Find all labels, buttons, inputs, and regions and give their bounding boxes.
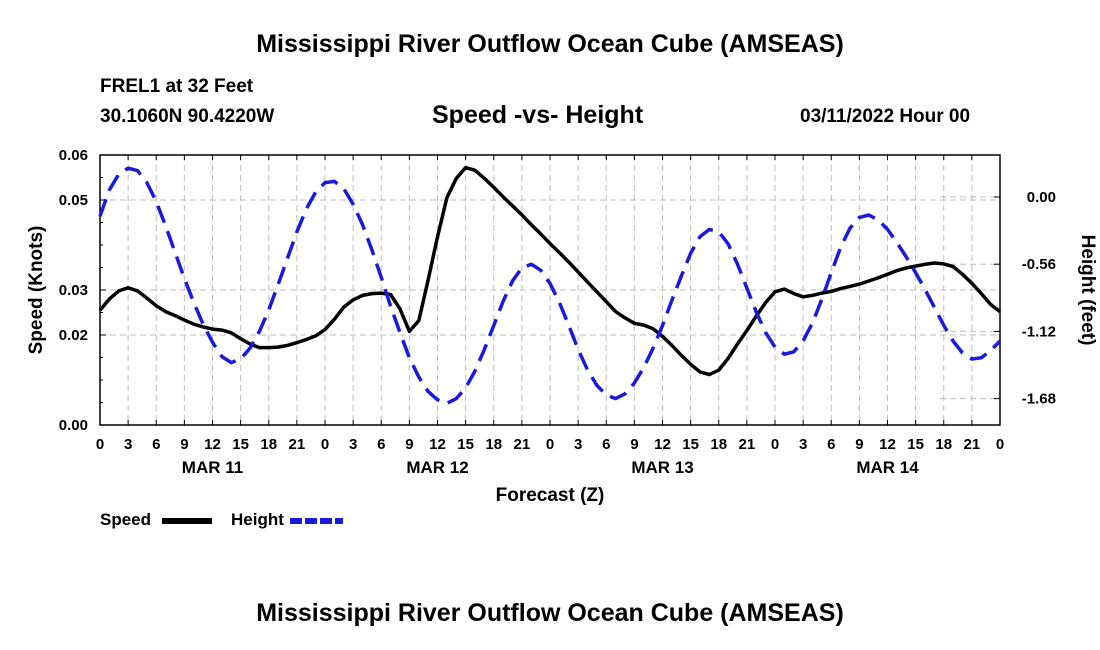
- chart-main-title: Mississippi River Outflow Ocean Cube (AM…: [256, 30, 844, 58]
- axis-labels: 0 3 6 9 12 15 18 21 0 3 6 9 12 15 18 21 0 3 6 9 12 15 18 21 0 3 6 9…: [26, 147, 1098, 506]
- x-tick-label: 18: [485, 436, 502, 453]
- x-tick-label: 9: [180, 436, 188, 453]
- y2-axis-title: Height (feet): [1077, 235, 1098, 346]
- y-tick-label: 0.05: [59, 192, 88, 209]
- x-tick-label: 12: [879, 436, 896, 453]
- x-tick-label: 21: [514, 436, 531, 453]
- x-tick-label: 12: [429, 436, 446, 453]
- x-tick-label: 3: [574, 436, 582, 453]
- data-series: [98, 165, 1002, 406]
- x-tick-label: 0: [996, 436, 1004, 453]
- legend-speed-swatch: [162, 518, 212, 524]
- x-tick-label: 15: [907, 436, 924, 453]
- footer-title: Mississippi River Outflow Ocean Cube (AM…: [256, 599, 844, 627]
- y2-tick-label: 0.00: [1027, 189, 1056, 206]
- x-tick-label: 6: [377, 436, 385, 453]
- x-tick-label: 3: [799, 436, 807, 453]
- x-tick-label: 15: [457, 436, 474, 453]
- x-tick-label: 12: [654, 436, 671, 453]
- legend-height-label: Height: [231, 510, 284, 529]
- x-tick-label: 6: [827, 436, 835, 453]
- height-line: [98, 166, 1002, 406]
- x-tick-label: 21: [964, 436, 981, 453]
- y2-tick-label: -0.56: [1022, 256, 1056, 273]
- y-tick-label: 0.03: [59, 282, 88, 299]
- x-tick-label: 0: [771, 436, 779, 453]
- y-tick-label: 0.00: [59, 417, 88, 434]
- legend-height-swatch: [290, 518, 343, 524]
- x-tick-label: 21: [739, 436, 756, 453]
- x-tick-label: 15: [682, 436, 699, 453]
- x-tick-label: 6: [152, 436, 160, 453]
- x-tick-label: 18: [710, 436, 727, 453]
- x-tick-label: 18: [935, 436, 952, 453]
- x-tick-label: 9: [630, 436, 638, 453]
- y2-tick-label: -1.68: [1022, 391, 1056, 408]
- grid-lines: [100, 155, 1000, 425]
- legend-speed-label: Speed: [100, 510, 152, 529]
- chart-subtitle: Speed -vs- Height: [432, 101, 644, 129]
- date-label: MAR 12: [406, 458, 468, 477]
- x-tick-label: 0: [321, 436, 329, 453]
- station-label: FREL1 at 32 Feet: [100, 76, 254, 97]
- x-tick-label: 18: [260, 436, 277, 453]
- x-tick-label: 15: [232, 436, 249, 453]
- x-axis-title: Forecast (Z): [496, 485, 605, 506]
- x-tick-label: 12: [204, 436, 221, 453]
- y-axis-title: Speed (Knots): [26, 226, 47, 355]
- y2-tick-label: -1.12: [1022, 323, 1056, 340]
- y-tick-label: 0.06: [59, 147, 88, 164]
- axis-ticks: [99, 154, 1001, 426]
- x-tick-label: 3: [124, 436, 132, 453]
- x-tick-label: 0: [96, 436, 104, 453]
- y-tick-label: 0.02: [59, 327, 88, 344]
- x-tick-label: 9: [855, 436, 863, 453]
- forecast-datetime: 03/11/2022 Hour 00: [800, 106, 971, 127]
- x-tick-label: 21: [289, 436, 306, 453]
- speed-line: [98, 165, 1002, 377]
- coordinates-label: 30.1060N 90.4220W: [100, 106, 275, 127]
- x-tick-label: 9: [405, 436, 413, 453]
- x-tick-label: 0: [546, 436, 554, 453]
- date-label: MAR 13: [631, 458, 693, 477]
- x-tick-label: 3: [349, 436, 357, 453]
- date-label: MAR 11: [182, 458, 243, 477]
- date-label: MAR 14: [856, 458, 919, 477]
- x-tick-label: 6: [602, 436, 610, 453]
